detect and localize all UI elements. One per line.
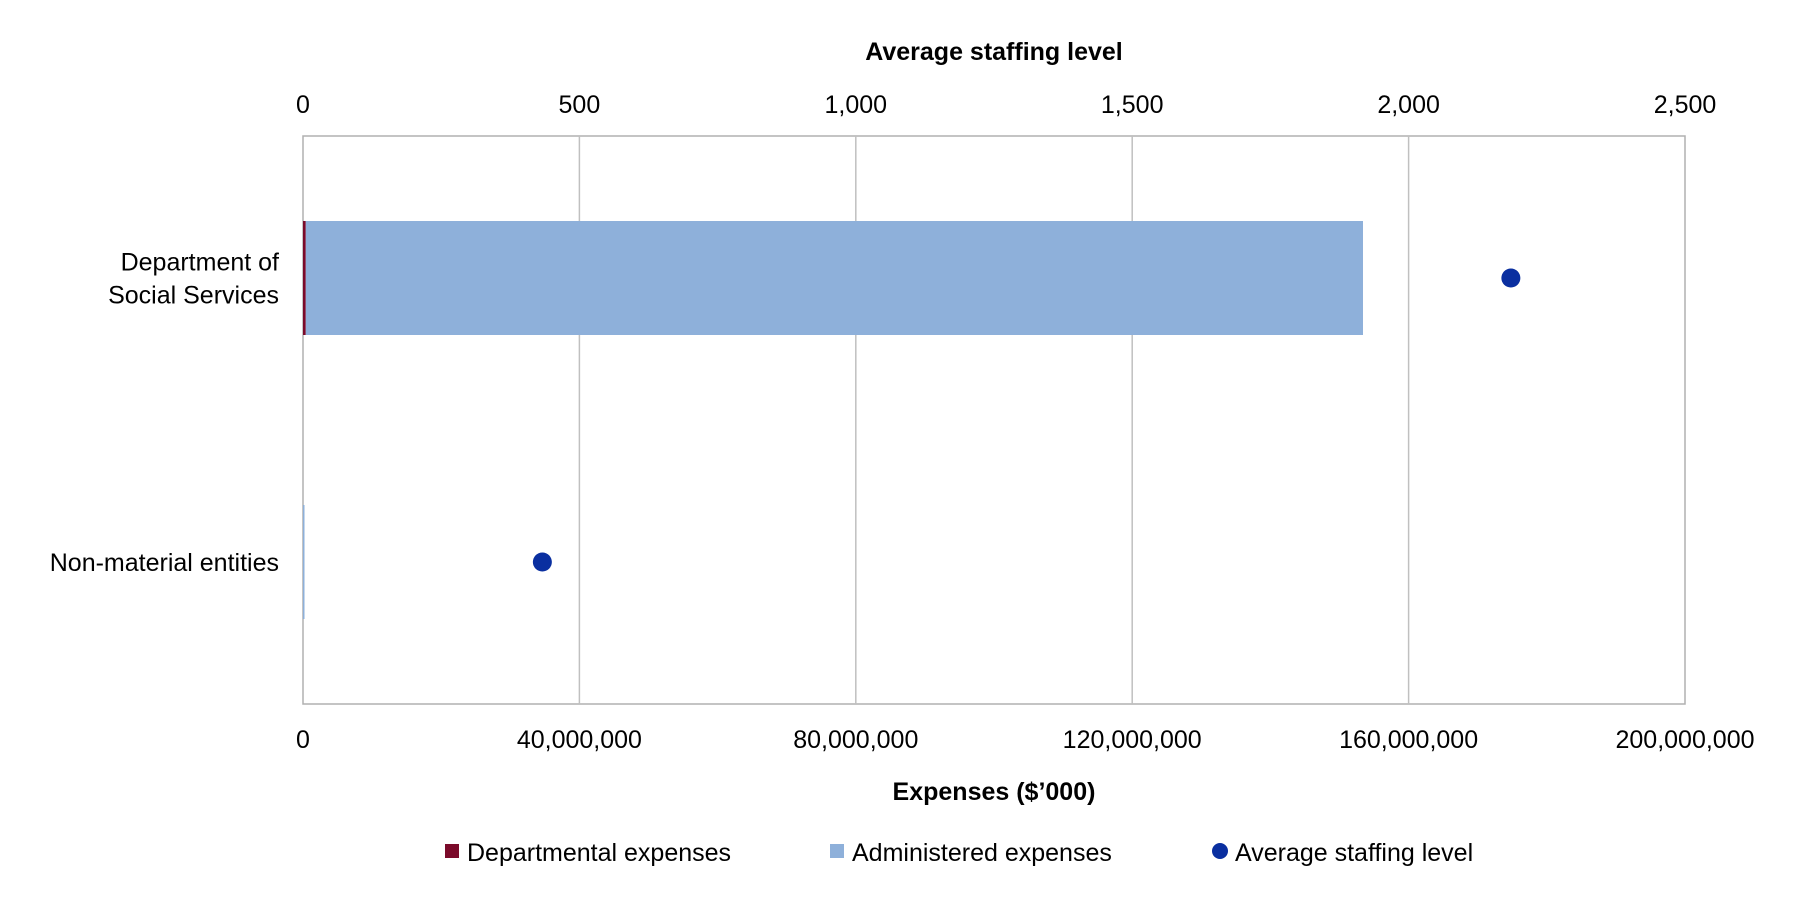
x-top-axis-title: Average staffing level [865,38,1123,66]
bar-departmental-expenses [303,221,306,335]
x-top-tick-label: 2,500 [1654,91,1717,119]
x-bottom-tick-label: 40,000,000 [517,726,642,754]
x-top-tick-label: 0 [296,91,310,119]
x-top-tick-label: 500 [559,91,601,119]
legend-label: Departmental expenses [467,839,731,867]
x-bottom-axis-title: Expenses ($’000) [893,778,1096,806]
point-average-staffing-level [532,552,552,572]
point-average-staffing-level [1501,268,1521,288]
x-top-tick-label: 1,500 [1101,91,1164,119]
legend-marker [1212,843,1228,859]
x-top-tick-label: 1,000 [825,91,888,119]
x-bottom-tick-label: 120,000,000 [1063,726,1202,754]
x-bottom-tick-label: 80,000,000 [793,726,918,754]
x-bottom-tick-label: 160,000,000 [1339,726,1478,754]
bar-administered-expenses [303,505,305,619]
legend-label: Administered expenses [852,839,1112,867]
x-bottom-tick-label: 0 [296,726,310,754]
category-label: Department of [121,249,279,277]
bar-administered-expenses [305,221,1363,335]
x-bottom-tick-label: 200,000,000 [1615,726,1754,754]
category-label: Social Services [108,282,279,310]
category-label: Non-material entities [50,549,279,577]
legend-marker [445,844,459,858]
legend-label: Average staffing level [1235,839,1473,867]
legend-marker [830,844,844,858]
x-top-tick-label: 2,000 [1377,91,1440,119]
plot-area [302,135,1686,705]
